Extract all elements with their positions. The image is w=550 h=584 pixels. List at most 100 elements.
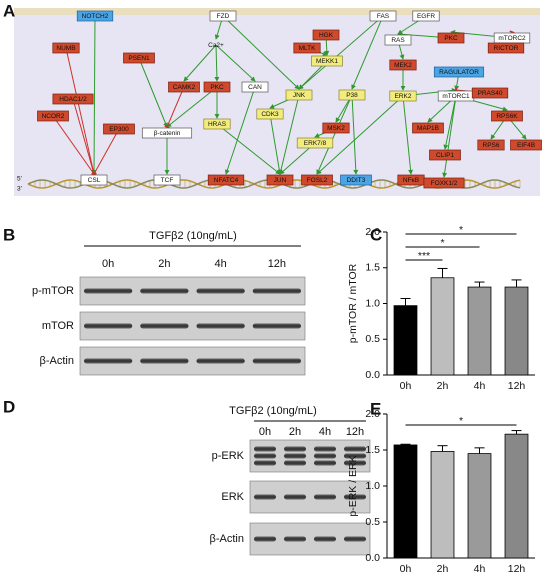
row-label: mTOR bbox=[42, 320, 74, 332]
x-tick-label: 4h bbox=[474, 380, 486, 392]
node-label: ERK2 bbox=[395, 93, 412, 100]
blot-band bbox=[314, 460, 336, 466]
blot-band bbox=[284, 446, 306, 452]
activation-edge bbox=[215, 44, 256, 82]
panel-label: C bbox=[370, 225, 382, 244]
error-bar bbox=[511, 279, 522, 288]
blot-band bbox=[254, 494, 276, 500]
membrane bbox=[14, 8, 540, 15]
dna-end: 5' bbox=[17, 176, 22, 183]
lane-label: 12h bbox=[346, 426, 364, 438]
node-label: DDIT3 bbox=[347, 177, 366, 184]
node-label: NFκB bbox=[403, 177, 419, 184]
activation-edge bbox=[316, 94, 353, 175]
lane-label: 4h bbox=[215, 258, 227, 270]
panel-label: D bbox=[3, 397, 15, 416]
pathway-node bbox=[423, 177, 465, 189]
node-label: RICTOR bbox=[494, 45, 519, 52]
pathway-node bbox=[37, 110, 69, 122]
error-bar bbox=[511, 430, 522, 435]
node-label: HRAS bbox=[208, 121, 227, 128]
blot-band bbox=[344, 536, 366, 542]
node-label: JUN bbox=[274, 177, 287, 184]
node-label: FAS bbox=[377, 13, 390, 20]
pathway-node bbox=[256, 108, 284, 120]
node-label: FOXK1/2 bbox=[431, 180, 458, 187]
significance-label: * bbox=[459, 415, 463, 427]
y-tick-label: 0.5 bbox=[365, 333, 380, 345]
blot-band bbox=[314, 494, 336, 500]
activation-edge bbox=[443, 95, 457, 150]
row-label: ERK bbox=[221, 491, 244, 503]
pathway-node bbox=[296, 137, 334, 149]
node-label: CAN bbox=[248, 84, 262, 91]
node-label: PSEN1 bbox=[128, 55, 150, 62]
activation-edge bbox=[402, 95, 414, 175]
blot-band bbox=[196, 288, 245, 294]
y-tick-label: 0.5 bbox=[365, 516, 380, 528]
activation-edge bbox=[316, 95, 404, 175]
pathway-node bbox=[487, 42, 525, 54]
error-bar bbox=[474, 281, 485, 288]
pathway-node bbox=[311, 55, 343, 67]
node-label: mTORC2 bbox=[498, 35, 526, 42]
y-tick-label: 0.0 bbox=[365, 369, 380, 381]
pathway-node bbox=[389, 59, 417, 71]
activation-edge bbox=[166, 86, 218, 128]
pathway-node bbox=[471, 87, 509, 99]
pathway-node bbox=[123, 52, 155, 64]
blot-band bbox=[84, 288, 133, 294]
activation-edge bbox=[222, 15, 300, 90]
inhibition-edge bbox=[52, 115, 97, 177]
row-label: p-mTOR bbox=[32, 285, 74, 297]
node-label: Ca2+ bbox=[208, 42, 224, 49]
significance-label: *** bbox=[418, 250, 430, 262]
node-label: MAP1B bbox=[417, 125, 439, 132]
node-label: CDK3 bbox=[261, 111, 279, 118]
node-label: NCOR2 bbox=[42, 113, 65, 120]
node-label: HDAC1/2 bbox=[59, 96, 87, 103]
node-label: RAGULATOR bbox=[439, 69, 479, 76]
inhibition-edge bbox=[91, 128, 120, 176]
blot-band bbox=[284, 494, 306, 500]
pathway-node bbox=[301, 174, 333, 186]
bar bbox=[393, 305, 418, 376]
node-label: CLIP1 bbox=[436, 152, 454, 159]
y-axis-label: p-ERK / ERK bbox=[347, 455, 359, 516]
lane-label: 2h bbox=[289, 426, 301, 438]
node-label: RPS6 bbox=[483, 142, 500, 149]
pathway-node bbox=[338, 89, 366, 101]
blot-band bbox=[252, 358, 301, 364]
western-blots: TGFβ2 (10ng/mL) 0h 2h 4h 12h p-mTOR mTOR β-Acti… bbox=[32, 230, 371, 556]
blot-band bbox=[344, 446, 366, 452]
node-label: P38 bbox=[346, 92, 358, 99]
pathway-node bbox=[207, 174, 245, 186]
y-tick-label: 1.0 bbox=[365, 480, 380, 492]
y-tick-label: 2.0 bbox=[365, 408, 380, 420]
node-label: PRAS40 bbox=[478, 90, 503, 97]
panel-label: E bbox=[370, 399, 381, 418]
y-tick-label: 0.0 bbox=[365, 552, 380, 564]
x-tick-label: 4h bbox=[474, 563, 486, 575]
blot-band bbox=[344, 460, 366, 466]
y-axis-label: p-mTOR / mTOR bbox=[347, 263, 359, 343]
x-tick-label: 0h bbox=[400, 380, 412, 392]
node-label: HGK bbox=[319, 32, 334, 39]
node-label: CAMK2 bbox=[173, 84, 196, 91]
blot-band bbox=[254, 460, 276, 466]
blot-band bbox=[140, 358, 189, 364]
blot-band bbox=[84, 323, 133, 329]
activation-edge bbox=[278, 94, 300, 175]
bar bbox=[393, 444, 418, 559]
bar bbox=[467, 453, 492, 559]
significance-label: * bbox=[459, 224, 463, 236]
error-bar bbox=[474, 447, 485, 454]
lane-label: 12h bbox=[268, 258, 286, 270]
blot-band bbox=[196, 323, 245, 329]
pathway-node bbox=[412, 10, 440, 22]
pathway-node bbox=[510, 139, 542, 151]
pathway-node bbox=[285, 89, 313, 101]
dna-end: 3' bbox=[17, 186, 22, 193]
